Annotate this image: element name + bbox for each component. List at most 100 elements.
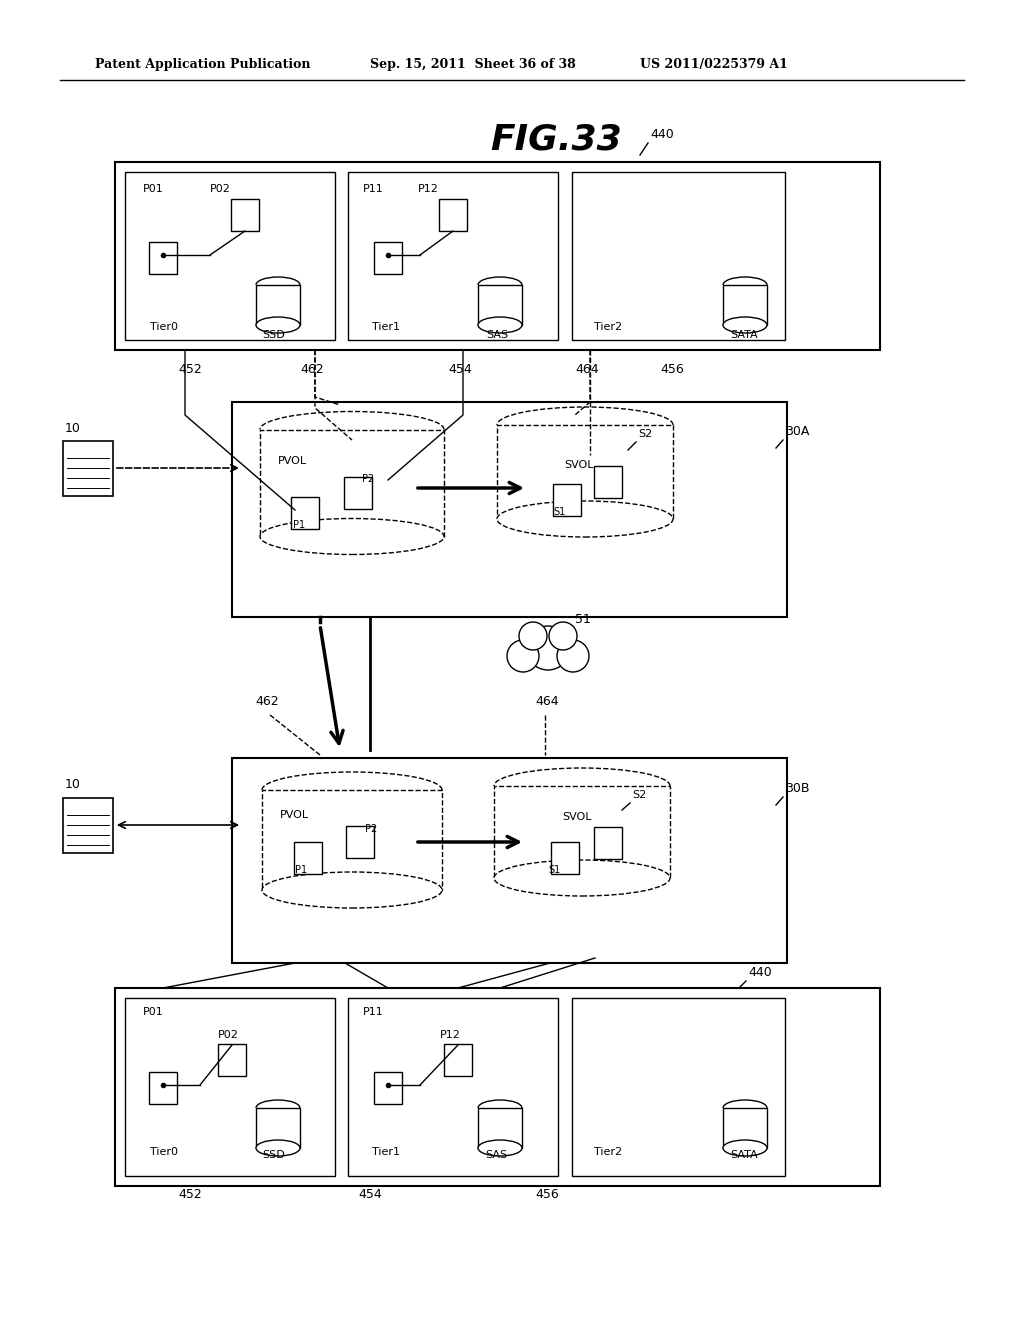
Text: P2: P2	[362, 474, 374, 484]
Ellipse shape	[723, 317, 767, 333]
Text: SVOL: SVOL	[562, 812, 592, 822]
FancyBboxPatch shape	[444, 1044, 472, 1076]
Text: SSD: SSD	[262, 1150, 285, 1160]
Text: P01: P01	[143, 1007, 164, 1016]
FancyBboxPatch shape	[294, 842, 322, 874]
Circle shape	[549, 622, 577, 649]
Text: Tier2: Tier2	[594, 1147, 623, 1158]
Text: SATA: SATA	[730, 1150, 758, 1160]
Text: US 2011/0225379 A1: US 2011/0225379 A1	[640, 58, 787, 71]
Text: 456: 456	[660, 363, 684, 376]
Bar	[262, 789, 442, 890]
FancyBboxPatch shape	[344, 477, 372, 510]
Text: 10: 10	[65, 777, 81, 791]
FancyBboxPatch shape	[723, 1107, 767, 1148]
Text: S1: S1	[553, 507, 565, 517]
Text: 30A: 30A	[785, 425, 809, 438]
FancyBboxPatch shape	[594, 466, 622, 498]
Text: PVOL: PVOL	[280, 810, 309, 820]
Circle shape	[557, 640, 589, 672]
Bar	[494, 785, 670, 878]
Text: P1: P1	[295, 865, 307, 875]
Text: SAS: SAS	[486, 330, 508, 341]
FancyBboxPatch shape	[218, 1044, 246, 1076]
FancyBboxPatch shape	[63, 797, 113, 853]
FancyBboxPatch shape	[551, 842, 579, 874]
Text: S2: S2	[638, 429, 652, 440]
FancyBboxPatch shape	[439, 199, 467, 231]
Text: Sep. 15, 2011  Sheet 36 of 38: Sep. 15, 2011 Sheet 36 of 38	[370, 58, 575, 71]
Text: Tier0: Tier0	[150, 1147, 178, 1158]
FancyBboxPatch shape	[125, 172, 335, 341]
Text: P02: P02	[218, 1030, 239, 1040]
Ellipse shape	[494, 861, 670, 896]
Ellipse shape	[262, 873, 442, 908]
FancyBboxPatch shape	[63, 441, 113, 495]
Text: Tier1: Tier1	[372, 322, 400, 333]
Text: SAS: SAS	[485, 1150, 507, 1160]
FancyBboxPatch shape	[231, 199, 259, 231]
Text: S1: S1	[548, 865, 560, 875]
Text: Patent Application Publication: Patent Application Publication	[95, 58, 310, 71]
Bar	[260, 429, 444, 536]
FancyBboxPatch shape	[374, 242, 402, 275]
FancyBboxPatch shape	[346, 826, 374, 858]
Text: Tier0: Tier0	[150, 322, 178, 333]
Text: SATA: SATA	[730, 330, 758, 341]
Text: 440: 440	[748, 966, 772, 979]
FancyBboxPatch shape	[572, 998, 785, 1176]
Text: 454: 454	[358, 1188, 382, 1201]
Text: 30B: 30B	[785, 781, 810, 795]
Text: 462: 462	[255, 696, 279, 708]
Text: 462: 462	[300, 363, 324, 376]
Ellipse shape	[478, 317, 522, 333]
Ellipse shape	[256, 317, 300, 333]
FancyBboxPatch shape	[478, 1107, 522, 1148]
Text: P11: P11	[362, 1007, 384, 1016]
FancyBboxPatch shape	[594, 828, 622, 859]
FancyBboxPatch shape	[256, 285, 300, 325]
Text: 464: 464	[575, 363, 599, 376]
FancyBboxPatch shape	[150, 1072, 177, 1104]
Ellipse shape	[497, 502, 673, 537]
FancyBboxPatch shape	[348, 172, 558, 341]
Text: 464: 464	[535, 696, 559, 708]
FancyBboxPatch shape	[553, 484, 581, 516]
Text: P12: P12	[418, 183, 439, 194]
Text: 440: 440	[650, 128, 674, 141]
Text: 454: 454	[449, 363, 472, 376]
Text: P1: P1	[293, 520, 305, 531]
FancyBboxPatch shape	[572, 172, 785, 341]
Text: FIG.33: FIG.33	[490, 123, 622, 157]
FancyBboxPatch shape	[374, 1072, 402, 1104]
Text: 456: 456	[535, 1188, 559, 1201]
Ellipse shape	[723, 1140, 767, 1156]
FancyBboxPatch shape	[232, 403, 787, 616]
Ellipse shape	[260, 519, 444, 554]
Circle shape	[526, 626, 570, 671]
FancyBboxPatch shape	[723, 285, 767, 325]
Text: P12: P12	[440, 1030, 461, 1040]
Circle shape	[507, 640, 539, 672]
Text: PVOL: PVOL	[278, 455, 307, 466]
Text: 10: 10	[65, 422, 81, 436]
Text: 452: 452	[178, 363, 202, 376]
Text: 452: 452	[178, 1188, 202, 1201]
FancyBboxPatch shape	[115, 162, 880, 350]
Ellipse shape	[256, 1140, 300, 1156]
Text: P11: P11	[362, 183, 384, 194]
Text: SVOL: SVOL	[564, 459, 594, 470]
FancyBboxPatch shape	[232, 758, 787, 964]
Text: Tier2: Tier2	[594, 322, 623, 333]
Text: P01: P01	[143, 183, 164, 194]
FancyBboxPatch shape	[150, 242, 177, 275]
Text: P2: P2	[365, 824, 377, 834]
FancyBboxPatch shape	[115, 987, 880, 1185]
FancyBboxPatch shape	[256, 1107, 300, 1148]
Text: P02: P02	[210, 183, 230, 194]
FancyBboxPatch shape	[125, 998, 335, 1176]
FancyBboxPatch shape	[478, 285, 522, 325]
Text: Tier1: Tier1	[372, 1147, 400, 1158]
Text: 51: 51	[575, 612, 591, 626]
Bar	[497, 425, 673, 519]
